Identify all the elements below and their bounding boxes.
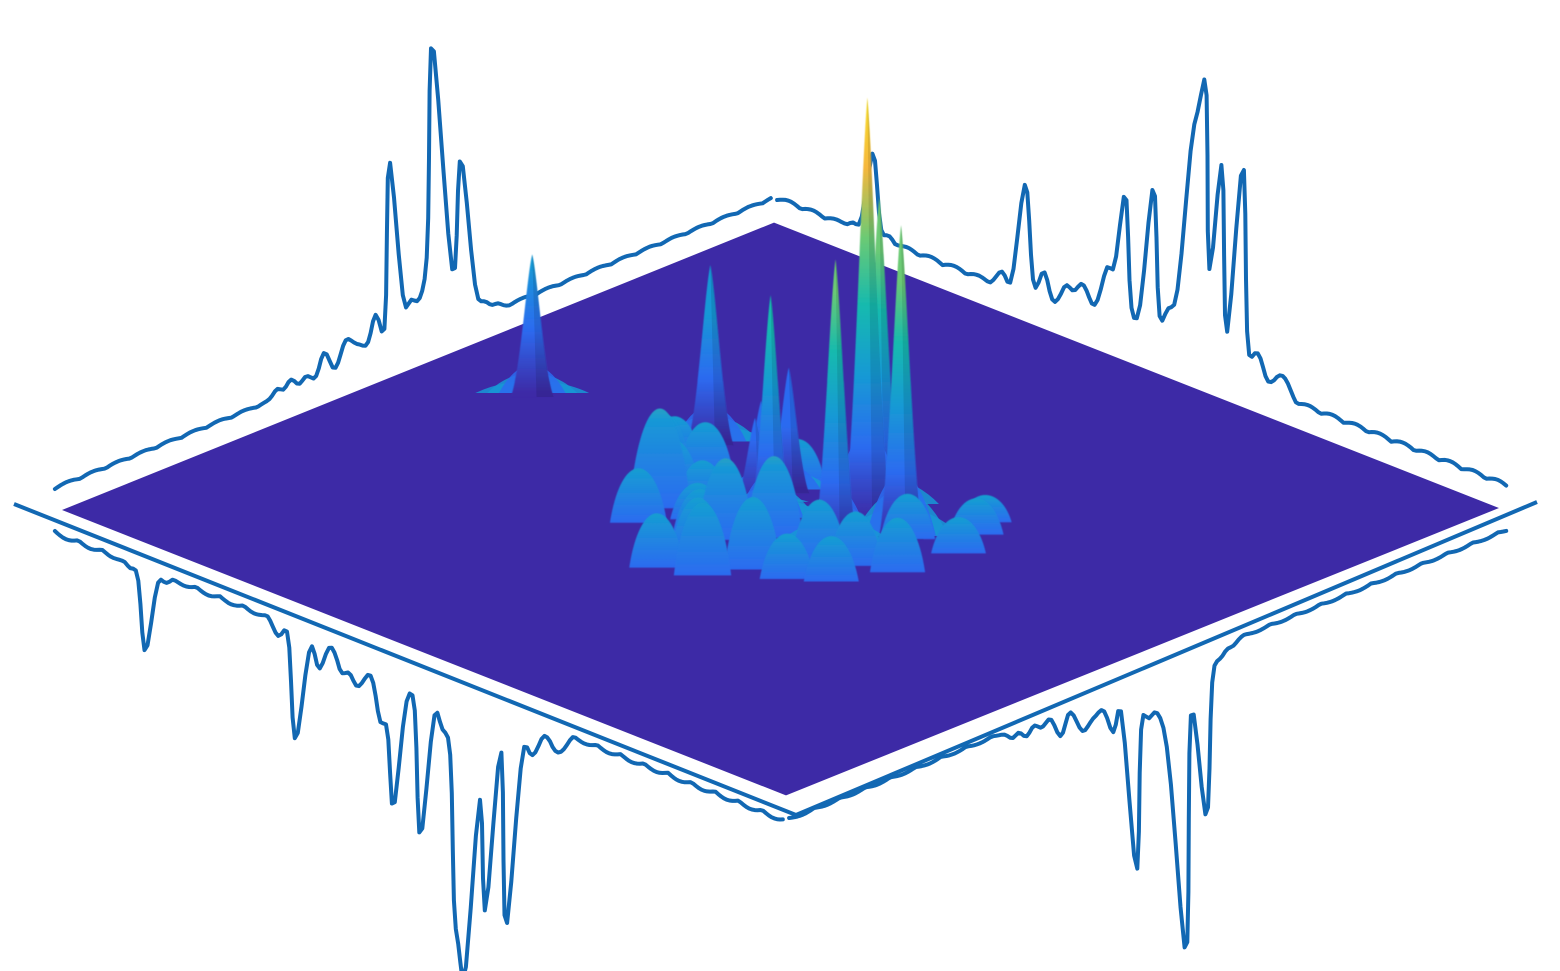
peak-shade <box>532 254 554 397</box>
projection-bottom-left <box>52 529 785 971</box>
surface-peak <box>759 533 815 579</box>
surface-peak <box>803 536 859 582</box>
peak-body <box>687 265 734 446</box>
surface-peak <box>673 502 732 576</box>
peak-bump <box>724 496 782 570</box>
peak-shade <box>788 367 810 494</box>
peak-body <box>878 225 924 540</box>
surface-peak <box>475 254 590 397</box>
peak-bump <box>869 517 926 573</box>
surface-peak <box>724 496 782 570</box>
peak-bump <box>931 517 986 554</box>
peak-body <box>843 97 892 522</box>
projection-top-left <box>52 46 773 491</box>
peak-bump <box>629 513 685 568</box>
projection-baseline-bottom <box>13 500 1538 818</box>
surface-peaks <box>475 97 1012 582</box>
surface-peak <box>629 513 685 568</box>
peak-body <box>510 254 554 397</box>
surface-peak <box>609 468 668 523</box>
peak-shade <box>879 197 902 508</box>
peak-bump <box>673 502 732 576</box>
peak-bump <box>609 468 668 523</box>
peak-bump <box>759 533 815 579</box>
marginal-projections <box>13 46 1538 971</box>
peak-shade <box>835 259 858 549</box>
peak-shade <box>710 265 734 446</box>
projection-bottom-right <box>787 528 1509 950</box>
peak-body <box>813 259 858 549</box>
projection-top-right <box>775 77 1509 488</box>
peak-shade <box>901 225 924 540</box>
peak-shade <box>867 97 892 522</box>
peak-bump <box>803 536 859 582</box>
surface-peak <box>931 517 986 554</box>
surface-peak <box>869 517 926 573</box>
